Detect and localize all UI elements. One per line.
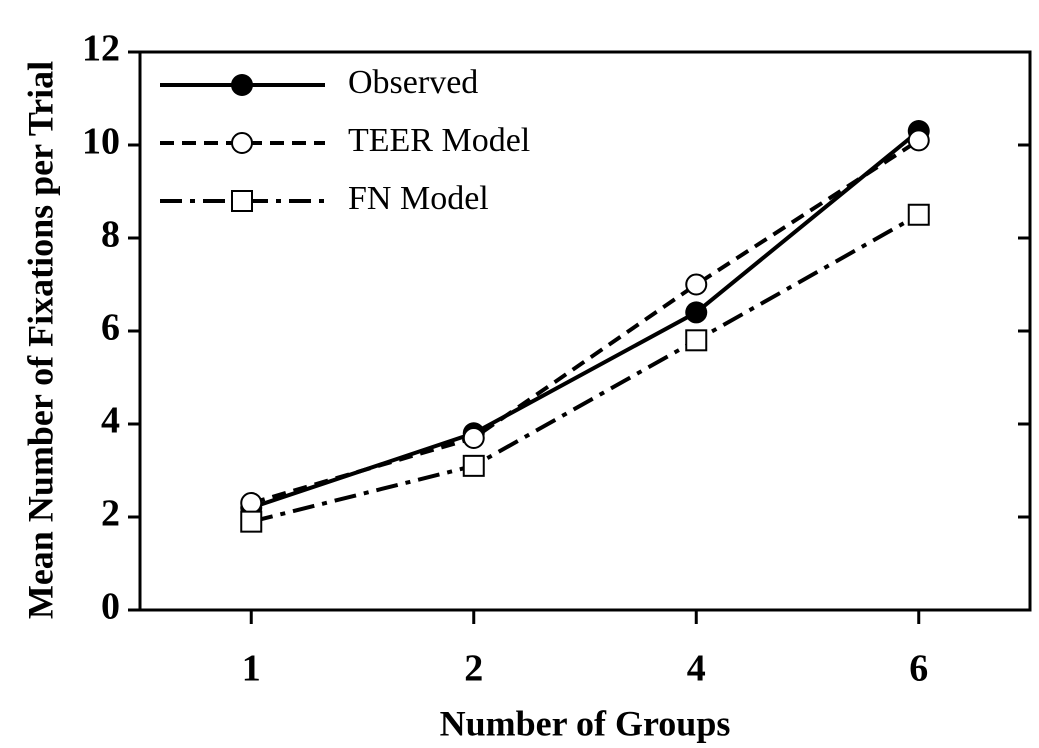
legend-marker — [231, 190, 253, 212]
x-axis-label: Number of Groups — [440, 703, 731, 743]
series-line — [250, 213, 920, 524]
y-tick-label: 8 — [101, 214, 120, 256]
series-line — [250, 138, 920, 505]
y-tick-label: 4 — [101, 400, 120, 442]
x-tick-label: 2 — [464, 648, 483, 690]
x-tick-label: 6 — [909, 648, 928, 690]
legend-marker — [231, 74, 253, 96]
legend-label: FN Model — [348, 180, 489, 217]
y-axis-label: Mean Number of Fixations per Trial — [20, 61, 60, 619]
data-point — [685, 329, 708, 352]
y-tick-label: 0 — [101, 586, 120, 628]
data-point — [462, 454, 485, 477]
y-tick-label: 12 — [82, 28, 120, 70]
data-point — [240, 492, 263, 515]
data-point — [907, 129, 930, 152]
y-tick-label: 10 — [82, 121, 120, 163]
legend-label: Observed — [348, 64, 478, 101]
y-tick-label: 2 — [101, 493, 120, 535]
data-point — [240, 510, 263, 533]
legend-label: TEER Model — [348, 122, 530, 159]
data-point — [685, 273, 708, 296]
data-point — [462, 426, 485, 449]
data-point — [907, 203, 930, 226]
x-tick-label: 1 — [242, 648, 261, 690]
legend-marker — [231, 132, 253, 154]
y-tick-label: 6 — [101, 307, 120, 349]
x-tick-label: 4 — [687, 648, 706, 690]
data-point — [685, 301, 708, 324]
plot-frame — [138, 50, 1032, 612]
